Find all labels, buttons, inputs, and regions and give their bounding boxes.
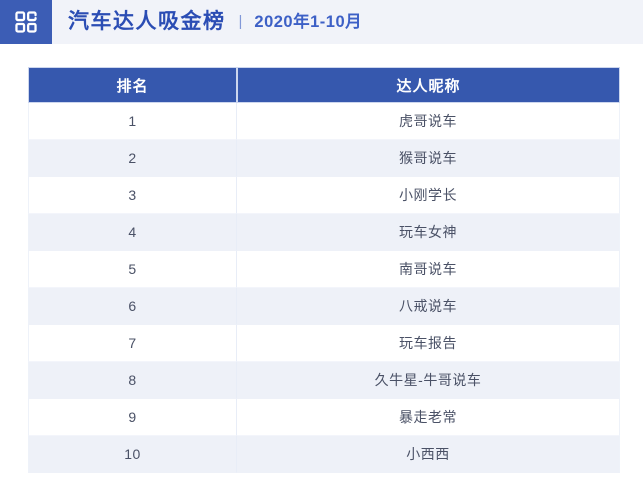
- nickname-cell: 玩车报告: [237, 325, 620, 362]
- nickname-cell: 小刚学长: [237, 177, 620, 214]
- rank-cell: 6: [28, 288, 237, 325]
- date-range-label: 2020年1-10月: [254, 13, 363, 31]
- logo-tile: [0, 0, 52, 44]
- nickname-cell: 八戒说车: [237, 288, 620, 325]
- rank-cell: 1: [28, 103, 237, 140]
- nickname-cell: 久牛星-牛哥说车: [237, 362, 620, 399]
- rank-cell: 10: [28, 436, 237, 473]
- nickname-cell: 猴哥说车: [237, 140, 620, 177]
- table-row: 1 虎哥说车: [28, 103, 620, 140]
- app-header: 汽车达人吸金榜 | 2020年1-10月: [0, 0, 643, 44]
- leaderboard-table: 排名 达人昵称 1 虎哥说车 2 猴哥说车 3 小刚学长 4 玩车女神 5 南哥说车 6 八戒说车 7 玩…: [28, 67, 620, 473]
- table-row: 3 小刚学长: [28, 177, 620, 214]
- nickname-cell: 南哥说车: [237, 251, 620, 288]
- rank-cell: 9: [28, 399, 237, 436]
- table-row: 5 南哥说车: [28, 251, 620, 288]
- table-row: 4 玩车女神: [28, 214, 620, 251]
- page-title: 汽车达人吸金榜: [68, 10, 226, 33]
- rank-cell: 4: [28, 214, 237, 251]
- rank-cell: 2: [28, 140, 237, 177]
- table-row: 9 暴走老常: [28, 399, 620, 436]
- rank-cell: 8: [28, 362, 237, 399]
- nickname-cell: 暴走老常: [237, 399, 620, 436]
- leaderboard-body: 1 虎哥说车 2 猴哥说车 3 小刚学长 4 玩车女神 5 南哥说车 6 八戒说车 7 玩车报告 8 久牛星-…: [28, 103, 620, 473]
- table-header-row: 排名 达人昵称: [28, 67, 620, 103]
- column-header-nickname: 达人昵称: [237, 67, 620, 103]
- rank-cell: 5: [28, 251, 237, 288]
- table-row: 2 猴哥说车: [28, 140, 620, 177]
- nickname-cell: 小西西: [237, 436, 620, 473]
- table-row: 10 小西西: [28, 436, 620, 473]
- table-row: 6 八戒说车: [28, 288, 620, 325]
- rank-cell: 7: [28, 325, 237, 362]
- title-separator: |: [238, 13, 243, 30]
- grid-category-icon: [13, 9, 39, 35]
- nickname-cell: 虎哥说车: [237, 103, 620, 140]
- column-header-rank: 排名: [28, 67, 237, 103]
- nickname-cell: 玩车女神: [237, 214, 620, 251]
- table-row: 7 玩车报告: [28, 325, 620, 362]
- rank-cell: 3: [28, 177, 237, 214]
- table-row: 8 久牛星-牛哥说车: [28, 362, 620, 399]
